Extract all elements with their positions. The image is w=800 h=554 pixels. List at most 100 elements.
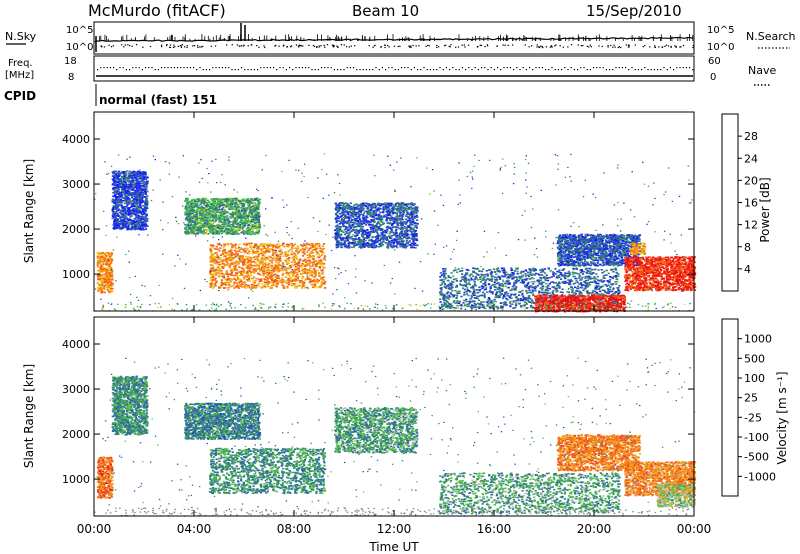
power-cell: [244, 287, 247, 289]
nsearch-dot: [290, 45, 293, 47]
power-cell: [276, 271, 279, 273]
power-cell: [185, 197, 188, 200]
power-cell: [244, 199, 247, 202]
power-cell: [294, 279, 297, 281]
power-cell: [232, 226, 235, 228]
power-cell: [253, 256, 256, 258]
power-cell: [262, 264, 265, 267]
power-cell: [251, 231, 254, 234]
power-cell: [114, 194, 117, 197]
power-cell: [189, 212, 192, 215]
nsearch-dot: [161, 46, 163, 48]
power-cell: [287, 243, 290, 246]
power-cell: [216, 199, 219, 201]
power-cell: [318, 245, 321, 247]
power-cell: [200, 200, 203, 203]
power-cell: [187, 230, 190, 233]
power-cell: [275, 269, 278, 271]
power-cell: [286, 253, 289, 255]
power-cell: [230, 268, 233, 270]
nsearch-dot: [180, 45, 183, 47]
power-cell: [241, 283, 244, 286]
power-cell: [250, 219, 253, 221]
power-cell: [102, 263, 105, 265]
power-cell: [306, 277, 309, 279]
nsearch-dot: [197, 45, 199, 47]
power-cell: [307, 263, 310, 265]
power-cell: [212, 228, 215, 230]
nsearch-dot: [197, 46, 199, 48]
power-cell: [247, 269, 250, 272]
power-cell: [204, 199, 207, 202]
power-cell: [234, 253, 237, 256]
power-cell: [106, 260, 109, 263]
power-cell: [292, 271, 295, 274]
power-cell: [114, 188, 117, 191]
power-cell: [199, 211, 202, 214]
power-cell: [271, 271, 274, 274]
nave-dot: [388, 67, 390, 69]
power-cell: [266, 250, 269, 253]
freq-panel: Freq. [MHz] 18 8 60 0 Nave CPID normal (…: [4, 55, 776, 107]
power-cell: [132, 170, 135, 173]
power-cell: [114, 205, 117, 207]
nsearch-dot: [250, 44, 253, 46]
power-cell: [237, 228, 240, 230]
power-cell: [234, 255, 237, 258]
power-cell: [108, 253, 111, 256]
power-cell: [118, 184, 121, 186]
power-cell: [104, 278, 107, 281]
power-cell: [285, 243, 288, 246]
power-cell: [228, 277, 231, 280]
power-cell: [103, 291, 106, 294]
nave-dot: [657, 69, 659, 71]
power-cell: [273, 270, 276, 273]
power-cell: [188, 210, 191, 212]
nsearch-dot: [436, 46, 438, 48]
nave-dot: [97, 69, 99, 71]
power-cell: [237, 233, 240, 235]
power-cell: [144, 205, 147, 208]
power-cell: [139, 202, 142, 204]
power-cell: [104, 252, 107, 255]
power-cell: [126, 203, 129, 206]
power-cell: [244, 260, 247, 263]
power-cell: [322, 265, 325, 268]
power-cell: [132, 195, 135, 197]
power-cell: [218, 273, 221, 275]
power-cell: [133, 200, 136, 202]
power-cell: [120, 206, 123, 208]
power-cell: [224, 277, 227, 280]
power-cell: [323, 287, 327, 289]
power-cell: [217, 258, 220, 260]
power-cell: [109, 252, 112, 254]
power-cell: [184, 231, 187, 233]
power-cell: [254, 216, 257, 219]
power-cell: [139, 216, 142, 219]
power-cell: [229, 243, 233, 245]
power-cell: [301, 283, 304, 286]
power-cell: [282, 266, 285, 269]
power-cell: [402, 211, 405, 214]
power-cell: [205, 207, 208, 210]
power-cell: [144, 210, 147, 213]
power-cell: [304, 279, 307, 281]
nsearch-dot: [242, 45, 244, 47]
power-cell: [143, 173, 146, 175]
power-cell: [185, 232, 188, 235]
power-cell: [133, 193, 136, 196]
power-cell: [296, 252, 300, 255]
power-cell: [137, 192, 140, 194]
power-cell: [212, 203, 215, 205]
power-cell: [101, 283, 104, 286]
power-cell: [126, 191, 129, 193]
power-cell: [259, 259, 262, 261]
power-cell: [229, 226, 232, 228]
power-cell: [210, 219, 213, 222]
power-cell: [123, 175, 126, 178]
nave-dot: [570, 67, 572, 69]
power-cell: [243, 233, 246, 235]
nave-dot: [266, 67, 268, 69]
power-cell: [319, 285, 322, 288]
power-cell: [144, 220, 147, 222]
